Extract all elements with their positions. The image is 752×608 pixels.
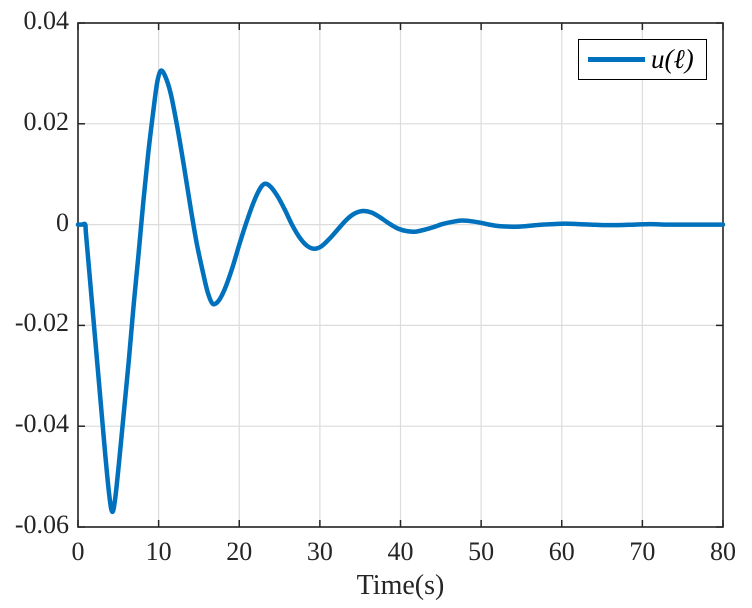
gridlines xyxy=(77,22,724,528)
y-tick-label: -0.06 xyxy=(14,510,69,539)
x-tick-label: 60 xyxy=(548,537,575,566)
x-tick-label: 20 xyxy=(226,537,253,566)
x-tick-label: 10 xyxy=(145,537,172,566)
y-tick-label: -0.04 xyxy=(14,409,69,439)
x-tick-label: 80 xyxy=(710,537,736,566)
y-tick-label: 0.04 xyxy=(23,6,70,35)
legend-line-sample xyxy=(588,57,645,62)
x-tick-label: 50 xyxy=(468,537,495,566)
legend-label: u(ℓ) xyxy=(651,44,694,74)
plot-border xyxy=(77,22,724,528)
y-tick-label: -0.02 xyxy=(14,308,69,338)
x-tick-label: 0 xyxy=(71,537,85,566)
legend-box: u(ℓ) xyxy=(578,39,707,80)
y-tick-label: 0 xyxy=(56,207,69,237)
x-tick-label: 40 xyxy=(387,537,414,566)
x-tick-label: 70 xyxy=(629,537,656,566)
x-tick-label: 30 xyxy=(306,537,333,566)
x-axis-label: Time(s) xyxy=(356,570,445,601)
y-tick-label: 0.02 xyxy=(23,106,70,136)
series-line-u xyxy=(75,68,726,515)
